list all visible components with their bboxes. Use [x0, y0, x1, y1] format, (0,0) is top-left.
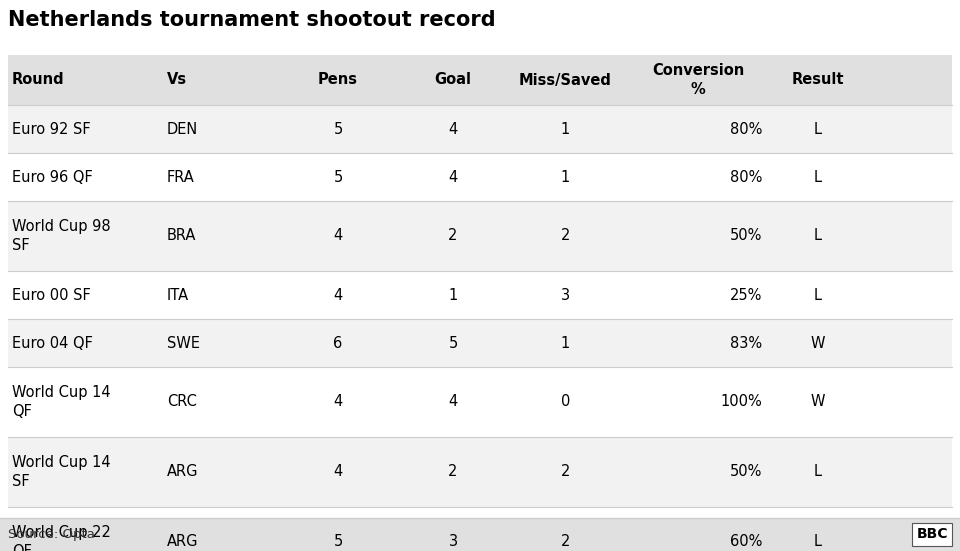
Text: World Cup 14
SF: World Cup 14 SF: [12, 455, 110, 489]
Text: BRA: BRA: [167, 229, 197, 244]
Text: 5: 5: [333, 122, 343, 137]
Text: Euro 04 QF: Euro 04 QF: [12, 336, 93, 350]
Text: Vs: Vs: [167, 73, 187, 88]
Text: FRA: FRA: [167, 170, 195, 185]
Text: 2: 2: [448, 229, 458, 244]
Text: Goal: Goal: [435, 73, 471, 88]
Text: Result: Result: [792, 73, 844, 88]
Text: 5: 5: [333, 170, 343, 185]
Text: 80%: 80%: [730, 170, 762, 185]
Text: Round: Round: [12, 73, 64, 88]
Text: ARG: ARG: [167, 534, 199, 549]
Text: Euro 00 SF: Euro 00 SF: [12, 288, 91, 302]
Text: 80%: 80%: [730, 122, 762, 137]
Text: W: W: [811, 395, 826, 409]
Text: 0: 0: [561, 395, 570, 409]
Text: 1: 1: [561, 122, 570, 137]
Text: 5: 5: [333, 534, 343, 549]
Text: L: L: [814, 229, 822, 244]
Text: 4: 4: [333, 288, 343, 302]
Text: Netherlands tournament shootout record: Netherlands tournament shootout record: [8, 10, 495, 30]
Text: DEN: DEN: [167, 122, 199, 137]
Text: 6: 6: [333, 336, 343, 350]
Text: Miss/Saved: Miss/Saved: [519, 73, 612, 88]
Text: 4: 4: [333, 395, 343, 409]
Text: 1: 1: [561, 336, 570, 350]
Text: 4: 4: [448, 395, 458, 409]
Text: CRC: CRC: [167, 395, 197, 409]
Text: 4: 4: [448, 170, 458, 185]
Text: 4: 4: [333, 464, 343, 479]
Text: L: L: [814, 534, 822, 549]
Text: 3: 3: [448, 534, 458, 549]
Text: 2: 2: [561, 229, 570, 244]
Text: Pens: Pens: [318, 73, 358, 88]
Text: L: L: [814, 122, 822, 137]
Text: BBC: BBC: [917, 527, 948, 542]
Text: 1: 1: [561, 170, 570, 185]
Text: Source: Opta: Source: Opta: [8, 528, 95, 541]
Text: 100%: 100%: [720, 395, 762, 409]
Text: SWE: SWE: [167, 336, 200, 350]
Text: W: W: [811, 336, 826, 350]
Text: 60%: 60%: [730, 534, 762, 549]
Text: 5: 5: [448, 336, 458, 350]
Text: 50%: 50%: [730, 229, 762, 244]
Text: 2: 2: [561, 534, 570, 549]
Text: 2: 2: [561, 464, 570, 479]
Text: World Cup 98
SF: World Cup 98 SF: [12, 219, 110, 253]
Text: 1: 1: [448, 288, 458, 302]
Text: World Cup 22
QF: World Cup 22 QF: [12, 525, 110, 551]
Text: L: L: [814, 288, 822, 302]
Text: ITA: ITA: [167, 288, 189, 302]
Text: ARG: ARG: [167, 464, 199, 479]
Text: 4: 4: [448, 122, 458, 137]
Text: Euro 96 QF: Euro 96 QF: [12, 170, 93, 185]
Text: L: L: [814, 464, 822, 479]
Text: 25%: 25%: [730, 288, 762, 302]
Text: 2: 2: [448, 464, 458, 479]
Text: World Cup 14
QF: World Cup 14 QF: [12, 385, 110, 419]
Text: Conversion
%: Conversion %: [652, 63, 744, 97]
Text: 50%: 50%: [730, 464, 762, 479]
Text: L: L: [814, 170, 822, 185]
Text: 3: 3: [561, 288, 570, 302]
Text: 83%: 83%: [730, 336, 762, 350]
Text: 4: 4: [333, 229, 343, 244]
Text: Euro 92 SF: Euro 92 SF: [12, 122, 90, 137]
